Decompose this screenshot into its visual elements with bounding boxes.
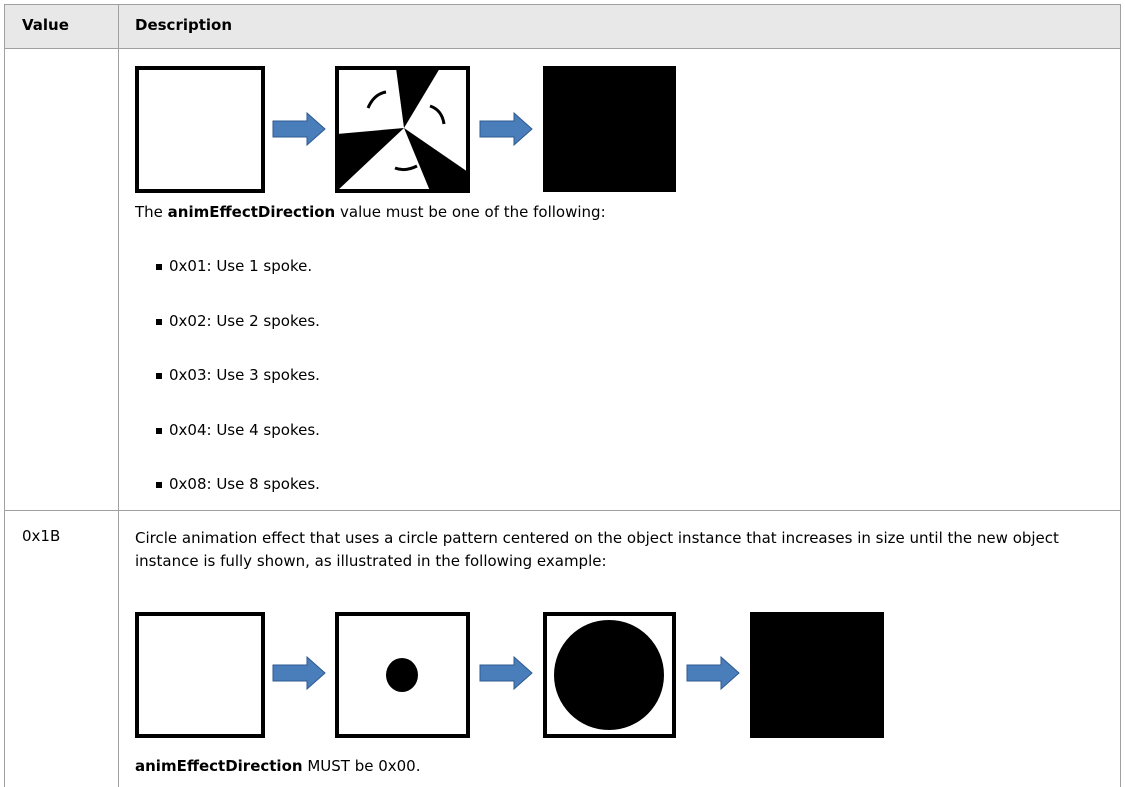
- bullet: [156, 264, 162, 270]
- value-cell: 0x1B: [22, 527, 61, 545]
- bullet-text: 0x01: Use 1 spoke.: [169, 257, 313, 275]
- paragraph: animEffectDirection MUST be 0x00.: [135, 757, 421, 775]
- spoke-illustration: [135, 66, 676, 193]
- bullet-text: 0x02: Use 2 spokes.: [169, 311, 320, 330]
- bullet-text: 0x04: Use 4 spokes.: [169, 420, 320, 439]
- text: value must be one of the following:: [335, 203, 606, 221]
- text: MUST be 0x00.: [302, 757, 421, 775]
- text: The: [135, 203, 168, 221]
- bullet-text: 0x08: Use 8 spokes.: [169, 475, 320, 493]
- border-left: [4, 4, 5, 787]
- header-bg: [4, 4, 1120, 48]
- row-rule: [4, 510, 1121, 511]
- bold-term: animEffectDirection: [167, 203, 336, 221]
- header-cell: Description: [135, 16, 233, 34]
- bullet-text: 0x03: Use 3 spokes.: [169, 366, 320, 384]
- border-right: [1120, 4, 1121, 787]
- bold-term: animEffectDirection: [135, 757, 303, 775]
- bullet: [156, 482, 162, 488]
- paragraph: Circle animation effect that uses a circ…: [135, 529, 1059, 570]
- border-top: [4, 4, 1121, 5]
- bullet: [156, 427, 162, 434]
- paragraph: The animEffectDirection value must be on…: [135, 203, 606, 221]
- bullet: [156, 318, 162, 325]
- circle-illustration: [135, 612, 884, 738]
- header-rule: [4, 48, 1121, 49]
- bullet: [156, 373, 162, 379]
- col-divider: [118, 4, 119, 787]
- header-cell: Value: [22, 16, 69, 34]
